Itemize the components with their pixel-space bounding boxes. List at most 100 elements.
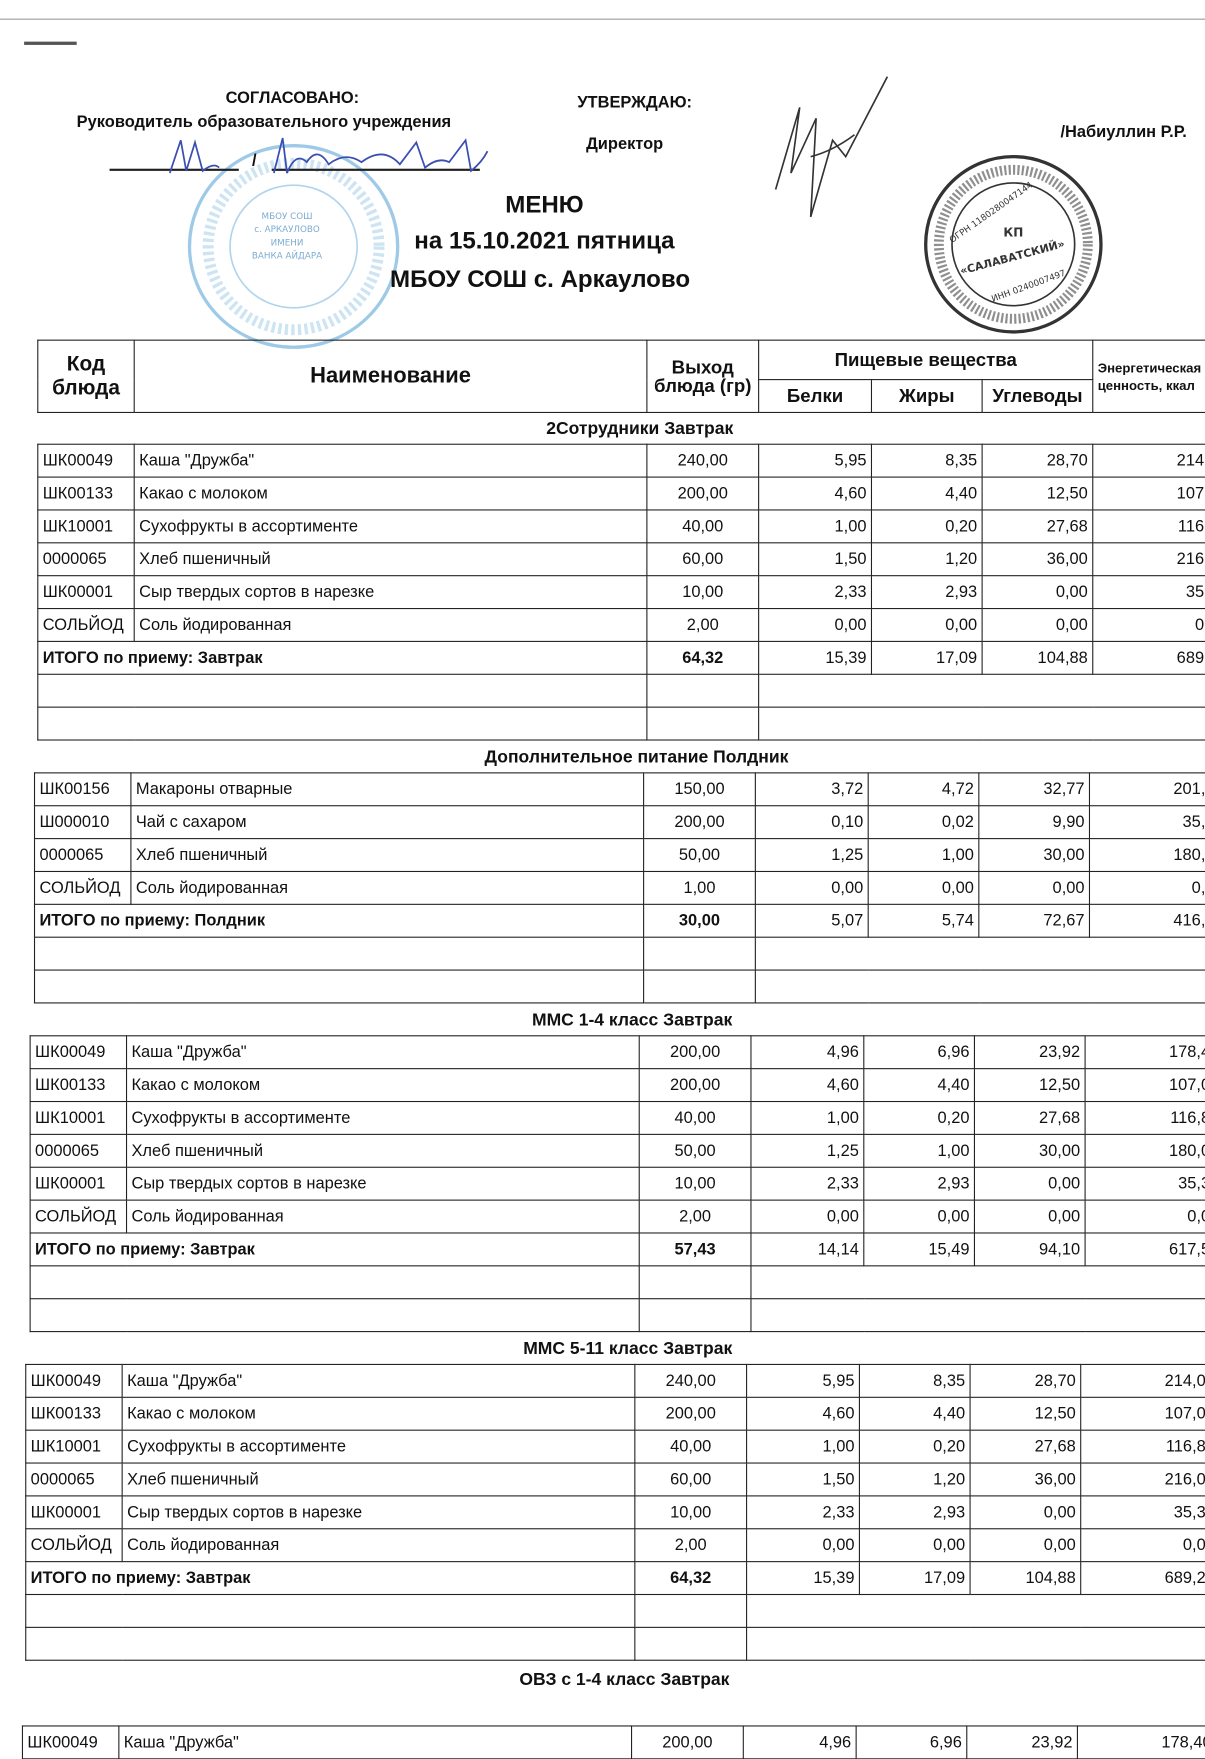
blank-cell xyxy=(638,1298,752,1333)
dish-protein: 4,60 xyxy=(746,1396,860,1431)
blank-cell xyxy=(33,936,645,971)
dish-protein: 2,33 xyxy=(746,1495,860,1530)
dish-code: ШК10001 xyxy=(25,1429,123,1464)
blank-cell xyxy=(25,1593,636,1628)
blank-cell xyxy=(750,1298,1205,1333)
dish-code: ШК00001 xyxy=(37,575,135,610)
dish-output: 10,00 xyxy=(638,1166,752,1201)
total-energy: 617,53 xyxy=(1084,1232,1205,1267)
dish-code: ШК00001 xyxy=(25,1495,123,1530)
dish-code: ШК00133 xyxy=(25,1396,123,1431)
dish-protein: 4,60 xyxy=(758,476,873,511)
total-label: ИТОГО по приему: Завтрак xyxy=(37,640,648,675)
dish-fat: 4,40 xyxy=(870,476,983,511)
dish-energy: 35,00 xyxy=(1088,805,1205,840)
header-fat: Жиры xyxy=(870,379,983,414)
dish-energy: 107,00 xyxy=(1092,476,1205,511)
total-output: 57,43 xyxy=(638,1232,752,1267)
total-row: ИТОГО по приему: Завтрак 64,32 15,39 17,09 1… xyxy=(25,1561,1205,1596)
dish-carbs: 0,00 xyxy=(969,1528,1082,1563)
total-label: ИТОГО по приему: Завтрак xyxy=(29,1232,640,1267)
dish-carbs: 23,92 xyxy=(973,1035,1086,1070)
table-row: СОЛЬЙОД Соль йодированная 1,00 0,00 0,00 0,00… xyxy=(33,870,1205,905)
blank-cell xyxy=(33,969,645,1004)
dish-name: Соль йодированная xyxy=(133,608,648,642)
dish-energy: 35,33 xyxy=(1092,575,1205,610)
total-energy: 416,75 xyxy=(1088,903,1205,938)
menu-section-table: ШК00049 Каша "Дружба" 240,00 5,95 8,35 28,70 2… xyxy=(25,1363,1205,1661)
blank-row xyxy=(33,969,1205,1004)
dish-output: 40,00 xyxy=(646,509,760,544)
dish-name: Сухофрукты в ассортименте xyxy=(133,509,648,544)
table-row: ШК00049 Каша "Дружба" 240,00 5,95 8,35 28,70 2… xyxy=(37,443,1205,478)
dish-fat: 0,02 xyxy=(867,805,980,840)
dish-protein: 4,96 xyxy=(742,1725,857,1759)
dish-energy: 201,75 xyxy=(1088,772,1205,807)
dish-energy: 116,80 xyxy=(1084,1100,1205,1135)
blank-cell xyxy=(634,1626,748,1661)
dish-energy: 180,00 xyxy=(1084,1133,1205,1168)
dish-carbs: 23,92 xyxy=(966,1725,1078,1759)
signature-line xyxy=(271,168,480,171)
table-row: ШК00001 Сыр твердых сортов в нарезке 10,00… xyxy=(29,1166,1205,1201)
total-carbs: 72,67 xyxy=(978,903,1091,938)
svg-text:МБОУ СОШ: МБОУ СОШ xyxy=(262,212,313,222)
dish-fat: 8,35 xyxy=(858,1363,971,1398)
page-title: МЕНЮ xyxy=(505,190,584,219)
dish-code: СОЛЬЙОД xyxy=(29,1199,128,1234)
dish-carbs: 12,50 xyxy=(973,1068,1086,1103)
table-row: 0000065 Хлеб пшеничный 50,00 1,25 1,00 30,00 1… xyxy=(33,838,1205,873)
dish-name: Каша "Дружба" xyxy=(125,1035,640,1070)
menu-section-table: ШК00049 Каша "Дружба" 240,00 5,95 8,35 28,70 2… xyxy=(37,443,1205,741)
approve-name: /Набиуллин Р.Р. xyxy=(1060,122,1187,142)
dish-protein: 0,00 xyxy=(746,1528,860,1563)
blank-cell xyxy=(746,1593,1205,1628)
dish-protein: 1,25 xyxy=(750,1133,865,1168)
table-row: ШК00133 Какао с молоком 200,00 4,60 4,40 12,5… xyxy=(37,476,1205,511)
dish-carbs: 0,00 xyxy=(973,1199,1086,1234)
table-row: 0000065 Хлеб пшеничный 50,00 1,25 1,00 30,00 1… xyxy=(29,1133,1205,1168)
dish-fat: 2,93 xyxy=(863,1166,975,1201)
total-energy: 689,21 xyxy=(1080,1561,1205,1596)
section-title: ММС 5-11 класс Завтрак xyxy=(523,1339,733,1359)
blank-cell xyxy=(754,936,1205,971)
dish-fat: 0,00 xyxy=(858,1528,971,1563)
table-row: СОЛЬЙОД Соль йодированная 2,00 0,00 0,00 0,00… xyxy=(29,1199,1205,1234)
dish-carbs: 27,68 xyxy=(981,509,1094,544)
dish-fat: 2,93 xyxy=(858,1495,971,1530)
table-row: ШК00001 Сыр твердых сортов в нарезке 10,00… xyxy=(37,575,1205,610)
dish-code: ШК00049 xyxy=(21,1725,120,1759)
menu-section-table: ШК00156 Макароны отварные 150,00 3,72 4,72 32… xyxy=(33,772,1205,1004)
dish-output: 10,00 xyxy=(634,1495,748,1530)
dish-output: 40,00 xyxy=(634,1429,748,1464)
dish-protein: 1,00 xyxy=(750,1100,865,1135)
dish-code: ШК00049 xyxy=(25,1363,123,1398)
dish-fat: 1,00 xyxy=(867,838,980,873)
section-title: ОВЗ с 1-4 класс Завтрак xyxy=(519,1670,730,1690)
dish-code: ШК00049 xyxy=(37,443,135,478)
dish-output: 200,00 xyxy=(638,1035,752,1070)
dish-name: Какао с молоком xyxy=(125,1068,640,1103)
dish-energy: 107,00 xyxy=(1084,1068,1205,1103)
dish-energy: 0,00 xyxy=(1084,1199,1205,1234)
dish-fat: 4,40 xyxy=(858,1396,971,1431)
dish-output: 200,00 xyxy=(631,1725,744,1759)
dish-output: 200,00 xyxy=(643,805,756,840)
agreed-role: Руководитель образовательного учреждения xyxy=(76,112,452,132)
dish-energy: 216,00 xyxy=(1092,542,1205,577)
dish-energy: 178,40 xyxy=(1084,1035,1205,1070)
dish-name: Каша "Дружба" xyxy=(118,1725,633,1759)
school-name: МБОУ СОШ с. Аркаулово xyxy=(390,265,691,293)
dish-fat: 4,72 xyxy=(867,772,980,807)
total-protein: 15,39 xyxy=(746,1561,860,1596)
dish-energy: 35,33 xyxy=(1080,1495,1205,1530)
dish-protein: 4,60 xyxy=(750,1068,865,1103)
dish-name: Какао с молоком xyxy=(133,476,648,511)
svg-text:ИМЕНИ: ИМЕНИ xyxy=(271,238,304,248)
total-fat: 17,09 xyxy=(870,640,983,675)
dish-name: Сыр твердых сортов в нарезке xyxy=(133,575,648,610)
blank-row xyxy=(29,1298,1205,1333)
dish-energy: 0,00 xyxy=(1092,608,1205,642)
dish-code: ШК10001 xyxy=(29,1100,128,1135)
blank-row xyxy=(33,936,1205,971)
